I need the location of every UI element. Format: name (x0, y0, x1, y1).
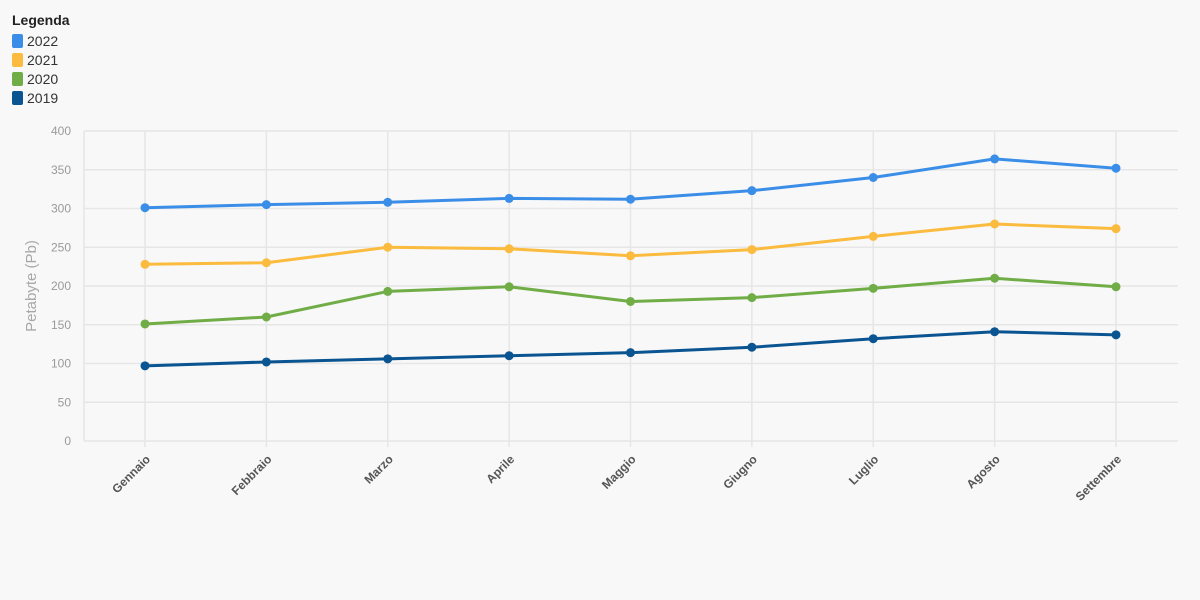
x-tick-label: Marzo (361, 452, 395, 486)
y-tick-label: 0 (64, 434, 71, 448)
data-point (626, 251, 635, 261)
data-point (261, 312, 271, 322)
y-tick-label: 100 (51, 357, 71, 371)
data-point (868, 283, 878, 293)
legend-label: 2020 (27, 70, 59, 87)
data-point (626, 194, 635, 204)
data-point (261, 357, 271, 367)
data-point (383, 286, 393, 296)
data-point (1111, 330, 1121, 340)
data-point (747, 186, 757, 196)
x-tick-label: Febbraio (229, 452, 275, 498)
x-axis-ticks: Gennaio Febbraio Marzo Aprile Maggio Giugno Lu… (109, 452, 1124, 504)
data-point (504, 351, 514, 361)
x-tick-label: Luglio (846, 452, 881, 487)
data-point (747, 342, 757, 352)
y-axis-ticks: 0 50 100 150 200 250 300 350 400 (51, 124, 71, 448)
x-tick-label: Giugno (720, 452, 760, 492)
data-point (626, 297, 635, 306)
chart-grid (83, 130, 1178, 447)
data-point (1111, 224, 1121, 234)
data-point (140, 319, 150, 329)
data-point (383, 354, 393, 364)
chart-series (140, 154, 1121, 371)
x-tick-label: Aprile (483, 452, 517, 486)
y-tick-label: 150 (51, 318, 71, 332)
y-tick-label: 300 (51, 202, 71, 216)
legend-item: 2019 (12, 88, 70, 107)
data-point (261, 258, 271, 268)
data-point (504, 193, 514, 203)
data-point (868, 334, 878, 344)
data-point (1111, 163, 1121, 173)
data-point (383, 197, 393, 207)
data-point (140, 361, 150, 371)
legend-title: Legenda (12, 12, 70, 28)
legend-item: 2020 (12, 69, 70, 88)
x-tick-label: Gennaio (109, 452, 153, 496)
data-point (868, 173, 878, 182)
legend-item: 2021 (12, 50, 70, 69)
y-tick-label: 50 (58, 395, 72, 409)
data-point (990, 273, 1000, 283)
legend-swatch (12, 90, 23, 105)
legend-label: 2022 (27, 32, 59, 49)
data-point (504, 282, 514, 292)
x-tick-label: Agosto (964, 452, 1003, 491)
y-tick-label: 250 (51, 240, 71, 254)
legend-swatch (12, 52, 23, 67)
data-point (140, 259, 150, 269)
data-point (140, 203, 150, 213)
data-point (626, 348, 635, 358)
y-tick-label: 200 (51, 279, 71, 293)
y-axis-title: Petabyte (Pb) (23, 240, 40, 332)
legend-items: 2022 2021 2020 2019 (12, 31, 70, 107)
legend-item: 2022 (12, 31, 70, 50)
x-tick-label: Settembre (1073, 452, 1125, 504)
data-point (990, 219, 1000, 229)
y-tick-label: 400 (51, 124, 71, 138)
data-point (868, 231, 878, 241)
data-point (1111, 282, 1121, 292)
data-point (261, 200, 271, 210)
data-point (990, 327, 1000, 337)
x-tick-label: Maggio (599, 452, 639, 492)
data-point (747, 245, 757, 255)
legend-label: 2021 (27, 51, 59, 68)
chart-legend: Legenda 2022 2021 2020 2019 (12, 12, 70, 107)
legend-swatch (12, 71, 23, 86)
data-point (747, 293, 757, 303)
data-point (383, 242, 393, 252)
legend-label: 2019 (27, 89, 59, 106)
legend-swatch (12, 33, 23, 48)
data-point (504, 244, 514, 254)
data-point (990, 154, 1000, 164)
y-tick-label: 350 (51, 163, 71, 177)
